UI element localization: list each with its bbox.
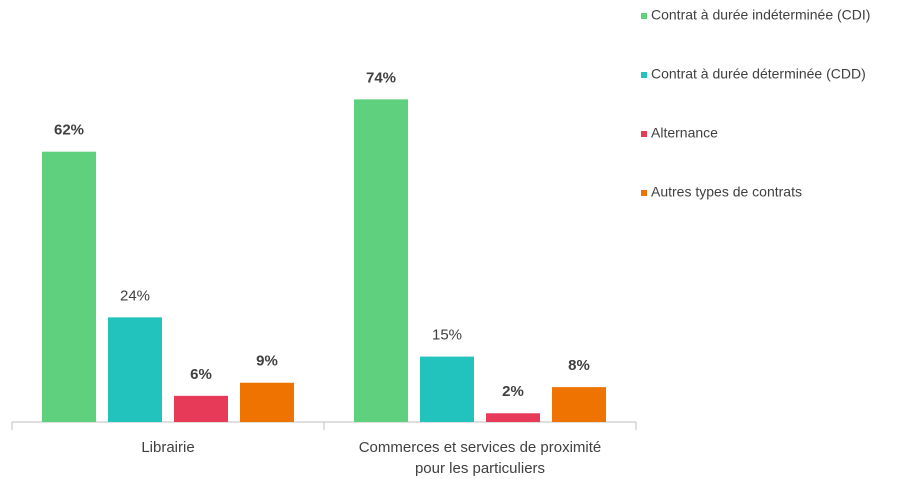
bar [552, 387, 606, 422]
legend-marker [641, 190, 647, 196]
data-label: 24% [120, 287, 150, 304]
x-tick-label: Librairie [141, 439, 195, 456]
x-tick-label: Commerces et services de proximité pour … [358, 439, 602, 477]
legend-marker [641, 72, 647, 78]
data-label: 74% [366, 69, 396, 86]
data-label: 62% [54, 122, 84, 139]
bar [354, 99, 408, 423]
data-label: 9% [256, 353, 278, 370]
legend-label: Contrat à durée déterminée (CDD) [651, 66, 866, 82]
legend-label: Contrat à durée indéterminée (CDI) [651, 7, 870, 23]
data-label: 8% [568, 357, 590, 374]
data-label: 15% [432, 327, 462, 344]
legend-label: Autres types de contrats [651, 184, 802, 200]
data-label: 2% [502, 383, 524, 400]
bar [420, 356, 474, 422]
legend-label: Alternance [651, 125, 718, 141]
legend-marker [641, 131, 647, 137]
bar [42, 151, 96, 422]
data-label: 6% [190, 366, 212, 383]
bar [240, 382, 294, 422]
bar [486, 413, 540, 422]
bar [108, 317, 162, 422]
legend-marker [641, 13, 647, 19]
bar [174, 395, 228, 422]
